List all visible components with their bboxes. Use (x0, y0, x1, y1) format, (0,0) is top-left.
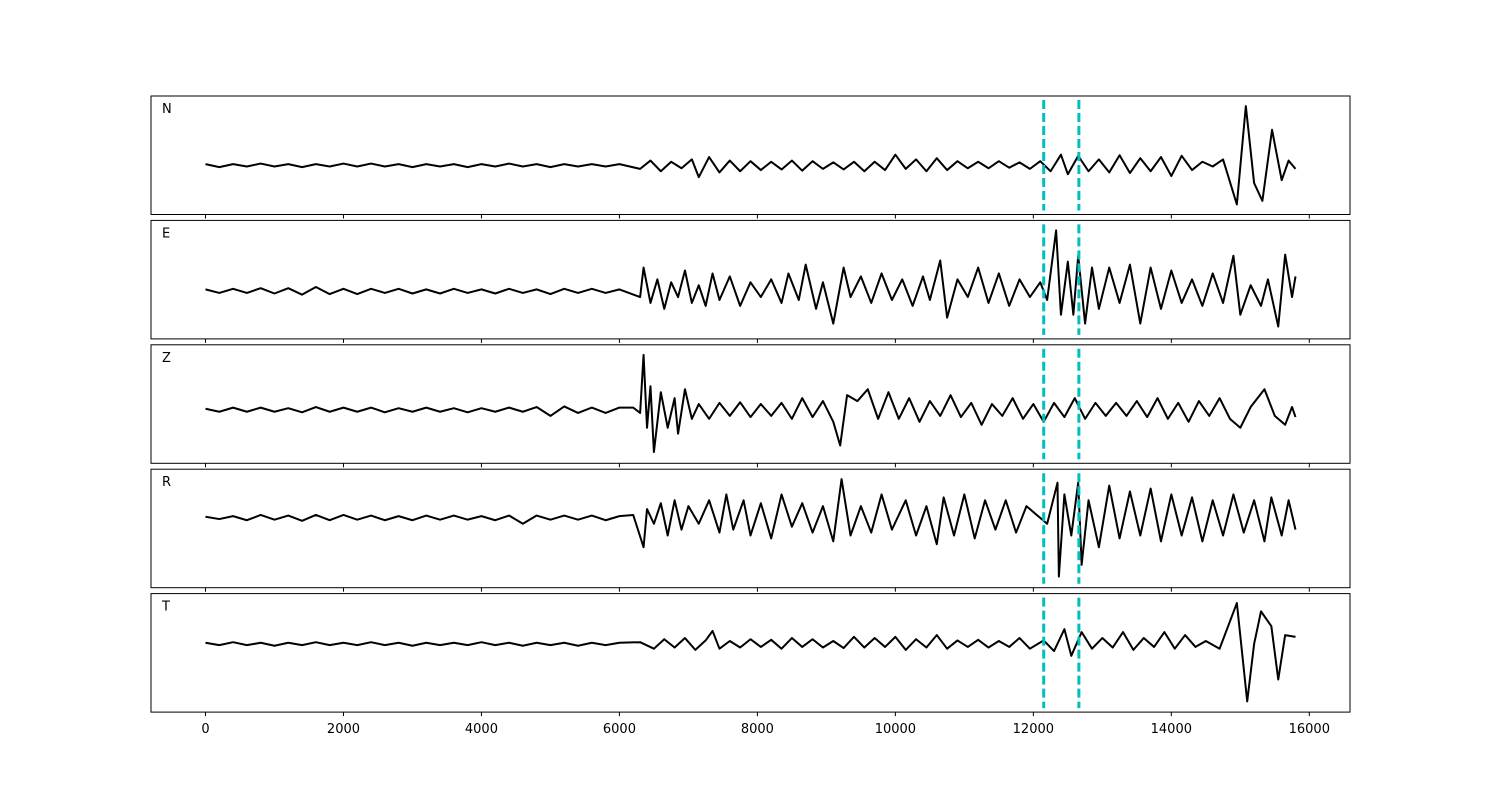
panel-frame (150, 468, 1351, 589)
panel-frame (150, 344, 1351, 464)
panel-frame (150, 219, 1351, 340)
x-tick-label: 8000 (741, 722, 774, 737)
trace-line (205, 229, 1297, 328)
x-tick-label: 12000 (1013, 722, 1054, 737)
trace-line (205, 602, 1296, 703)
panel-label: N (162, 102, 172, 117)
x-tick-label: 0 (201, 722, 209, 737)
x-tick-label: 10000 (875, 722, 916, 737)
trace-line (205, 105, 1297, 206)
panel-label: E (162, 226, 170, 241)
x-tick-label: 6000 (603, 722, 636, 737)
panel-label: R (162, 475, 171, 490)
x-tick-label: 4000 (465, 722, 498, 737)
x-tick-label: 2000 (327, 722, 360, 737)
trace-line (205, 478, 1297, 578)
x-tick-label: 16000 (1289, 722, 1330, 737)
panel-label: T (161, 600, 170, 615)
trace-line (205, 353, 1297, 454)
panel-label: Z (162, 351, 171, 366)
x-tick-label: 14000 (1151, 722, 1192, 737)
panel-frame (150, 593, 1351, 713)
panel-frame (150, 95, 1351, 215)
